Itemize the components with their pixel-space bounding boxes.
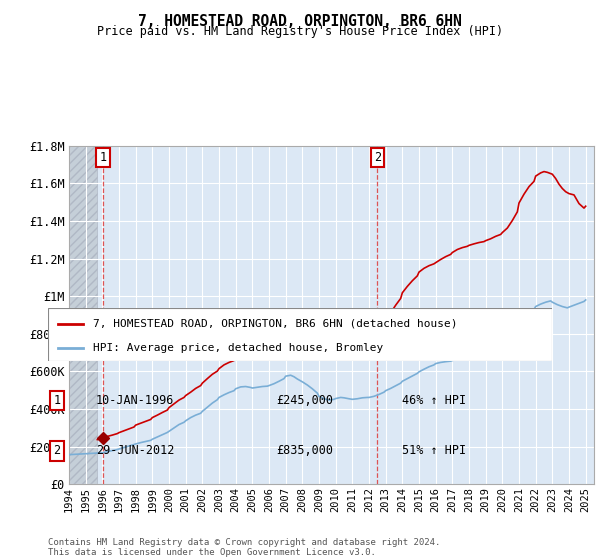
Text: £835,000: £835,000 xyxy=(276,444,333,458)
FancyBboxPatch shape xyxy=(48,308,552,361)
Text: 7, HOMESTEAD ROAD, ORPINGTON, BR6 6HN (detached house): 7, HOMESTEAD ROAD, ORPINGTON, BR6 6HN (d… xyxy=(94,319,458,329)
Bar xyxy=(69,146,97,484)
Text: 1: 1 xyxy=(53,394,61,407)
Text: 29-JUN-2012: 29-JUN-2012 xyxy=(96,444,175,458)
Text: 2: 2 xyxy=(53,444,61,458)
Text: 51% ↑ HPI: 51% ↑ HPI xyxy=(402,444,466,458)
Text: Price paid vs. HM Land Registry's House Price Index (HPI): Price paid vs. HM Land Registry's House … xyxy=(97,25,503,38)
Text: 1: 1 xyxy=(100,151,107,164)
Text: 10-JAN-1996: 10-JAN-1996 xyxy=(96,394,175,407)
Text: 2: 2 xyxy=(374,151,381,164)
Text: 46% ↑ HPI: 46% ↑ HPI xyxy=(402,394,466,407)
Text: HPI: Average price, detached house, Bromley: HPI: Average price, detached house, Brom… xyxy=(94,343,383,353)
Text: 7, HOMESTEAD ROAD, ORPINGTON, BR6 6HN: 7, HOMESTEAD ROAD, ORPINGTON, BR6 6HN xyxy=(138,14,462,29)
Text: £245,000: £245,000 xyxy=(276,394,333,407)
Text: Contains HM Land Registry data © Crown copyright and database right 2024.
This d: Contains HM Land Registry data © Crown c… xyxy=(48,538,440,557)
